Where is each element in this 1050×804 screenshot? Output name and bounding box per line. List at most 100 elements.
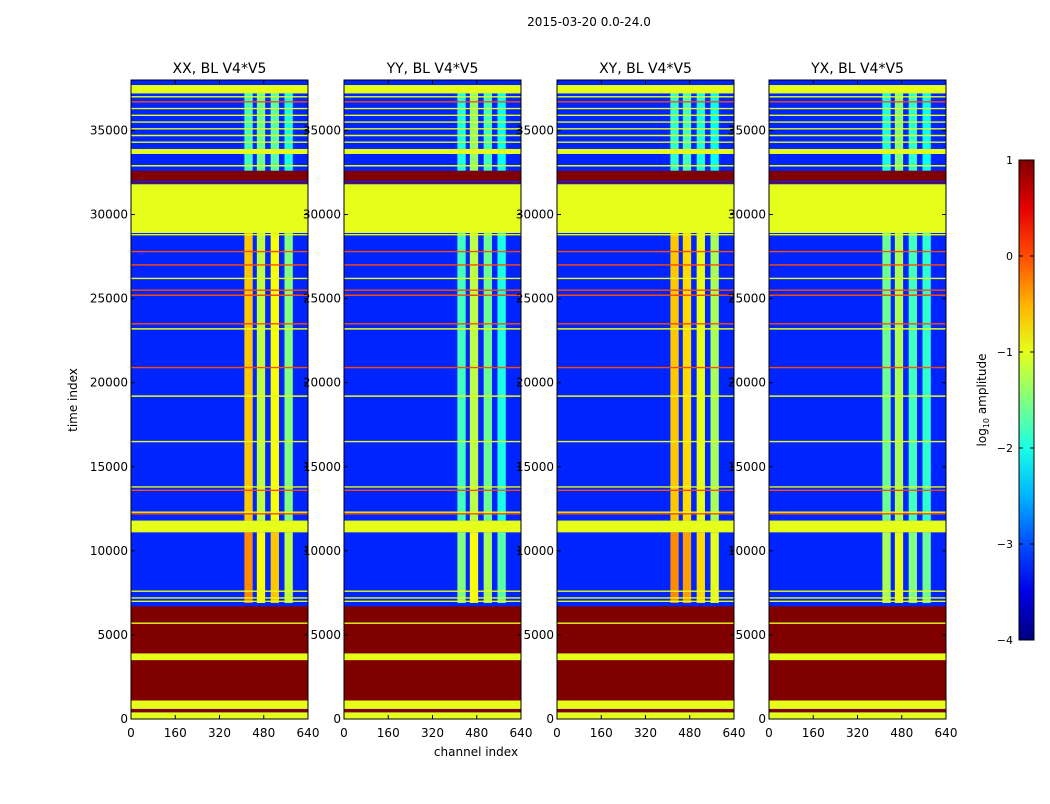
y-axis-label: time index bbox=[66, 368, 80, 432]
flagged-block bbox=[344, 170, 521, 181]
y-tick-label: 25000 bbox=[728, 292, 766, 306]
y-tick-label: 25000 bbox=[516, 292, 554, 306]
channel-band-upper bbox=[908, 85, 917, 171]
panel-xx: XX, BL V4*V5 0 160 320 480 640 0 5000 10000 15000… bbox=[90, 61, 320, 740]
flagged-block bbox=[131, 85, 308, 94]
colorbar-gradient bbox=[1018, 159, 1035, 641]
x-tick-label: 320 bbox=[634, 726, 657, 740]
channel-band-lower bbox=[710, 532, 719, 603]
y-tick-label: 15000 bbox=[728, 460, 766, 474]
y-tick-label: 35000 bbox=[303, 123, 341, 137]
flagged-block bbox=[131, 708, 308, 713]
flagged-block bbox=[344, 184, 521, 234]
flagged-block bbox=[131, 148, 308, 154]
channel-band bbox=[270, 233, 279, 521]
flagged-block bbox=[557, 184, 734, 234]
channel-band-upper bbox=[256, 85, 266, 171]
channel-band-lower bbox=[284, 532, 293, 603]
y-tick-label: 10000 bbox=[90, 544, 128, 558]
channel-band bbox=[882, 233, 891, 521]
panel-xy: XY, BL V4*V5 0 160 320 480 640 0 5000 10000 15000… bbox=[516, 61, 746, 740]
x-tick-label: 480 bbox=[890, 726, 913, 740]
channel-band-lower bbox=[497, 532, 506, 603]
channel-band bbox=[483, 233, 492, 521]
panel-yx: YX, BL V4*V5 0 160 320 480 640 0 5000 10000 15000… bbox=[728, 61, 958, 740]
colorbar-label-log: log bbox=[975, 428, 989, 446]
x-tick-label: 0 bbox=[765, 726, 773, 740]
channel-band-upper bbox=[457, 85, 466, 171]
flagged-block bbox=[344, 653, 521, 661]
flagged-block bbox=[557, 700, 734, 709]
panel-title: XY, BL V4*V5 bbox=[599, 61, 692, 77]
flagged-block bbox=[557, 170, 734, 181]
x-tick-label: 160 bbox=[377, 726, 400, 740]
colorbar-label-base: 10 bbox=[982, 418, 991, 428]
x-tick-label: 480 bbox=[465, 726, 488, 740]
channel-band bbox=[908, 233, 917, 521]
flagged-block bbox=[131, 653, 308, 661]
y-tick-label: 15000 bbox=[516, 460, 554, 474]
flagged-block bbox=[131, 170, 308, 181]
channel-band bbox=[670, 233, 679, 521]
y-tick-label: 15000 bbox=[303, 460, 341, 474]
x-tick-label: 160 bbox=[590, 726, 613, 740]
x-tick-label: 160 bbox=[164, 726, 187, 740]
channel-band bbox=[284, 233, 293, 521]
channel-band-upper bbox=[670, 85, 679, 171]
x-tick-label: 640 bbox=[297, 726, 320, 740]
y-tick-label: 0 bbox=[120, 712, 128, 726]
channel-band-lower bbox=[483, 532, 492, 603]
colorbar-tick-label: 0 bbox=[1006, 250, 1013, 263]
x-tick-label: 480 bbox=[678, 726, 701, 740]
panel-title: YY, BL V4*V5 bbox=[386, 61, 479, 77]
channel-band-upper bbox=[469, 85, 479, 171]
channel-band-lower bbox=[270, 532, 279, 603]
channel-band bbox=[469, 233, 479, 521]
x-tick-label: 480 bbox=[252, 726, 275, 740]
y-tick-label: 10000 bbox=[516, 544, 554, 558]
y-tick-label: 20000 bbox=[516, 376, 554, 390]
channel-band-lower bbox=[670, 532, 679, 603]
colorbar-tick-label: −2 bbox=[997, 442, 1013, 455]
channel-band bbox=[922, 233, 931, 521]
y-tick-label: 35000 bbox=[516, 123, 554, 137]
x-tick-label: 320 bbox=[846, 726, 869, 740]
flagged-block bbox=[557, 708, 734, 713]
y-tick-label: 0 bbox=[546, 712, 554, 726]
colorbar: 1 0 −1 −2 −3 −4 bbox=[997, 154, 1035, 647]
y-tick-label: 15000 bbox=[90, 460, 128, 474]
channel-band-lower bbox=[922, 532, 931, 603]
y-tick-label: 0 bbox=[333, 712, 341, 726]
flagged-block bbox=[131, 184, 308, 234]
flagged-block bbox=[344, 700, 521, 709]
y-tick-label: 5000 bbox=[735, 628, 766, 642]
channel-band-upper bbox=[270, 85, 279, 171]
channel-band-upper bbox=[497, 85, 506, 171]
channel-band bbox=[696, 233, 705, 521]
colorbar-label-rest: amplitude bbox=[975, 354, 989, 418]
channel-band-upper bbox=[682, 85, 692, 171]
flagged-block bbox=[131, 700, 308, 709]
flagged-block bbox=[769, 85, 946, 94]
channel-band bbox=[497, 233, 506, 521]
flagged-block bbox=[344, 520, 521, 533]
x-tick-label: 160 bbox=[802, 726, 825, 740]
panels: XX, BL V4*V5 0 160 320 480 640 0 5000 10000 15000… bbox=[90, 61, 958, 740]
flagged-block bbox=[344, 708, 521, 713]
y-tick-label: 35000 bbox=[90, 123, 128, 137]
x-tick-label: 320 bbox=[208, 726, 231, 740]
x-tick-label: 0 bbox=[553, 726, 561, 740]
x-tick-label: 640 bbox=[510, 726, 533, 740]
channel-band-upper bbox=[284, 85, 293, 171]
y-tick-label: 10000 bbox=[303, 544, 341, 558]
flagged-block bbox=[557, 653, 734, 661]
x-axis-label: channel index bbox=[434, 745, 518, 759]
panel-yy: YY, BL V4*V5 0 160 320 480 640 0 5000 10000 15000… bbox=[303, 61, 533, 740]
channel-band-lower bbox=[908, 532, 917, 603]
y-tick-label: 5000 bbox=[523, 628, 554, 642]
flagged-block bbox=[769, 700, 946, 709]
y-tick-label: 20000 bbox=[90, 376, 128, 390]
flagged-block bbox=[769, 708, 946, 713]
channel-band bbox=[244, 233, 253, 521]
colorbar-label: log10 amplitude bbox=[975, 354, 991, 447]
